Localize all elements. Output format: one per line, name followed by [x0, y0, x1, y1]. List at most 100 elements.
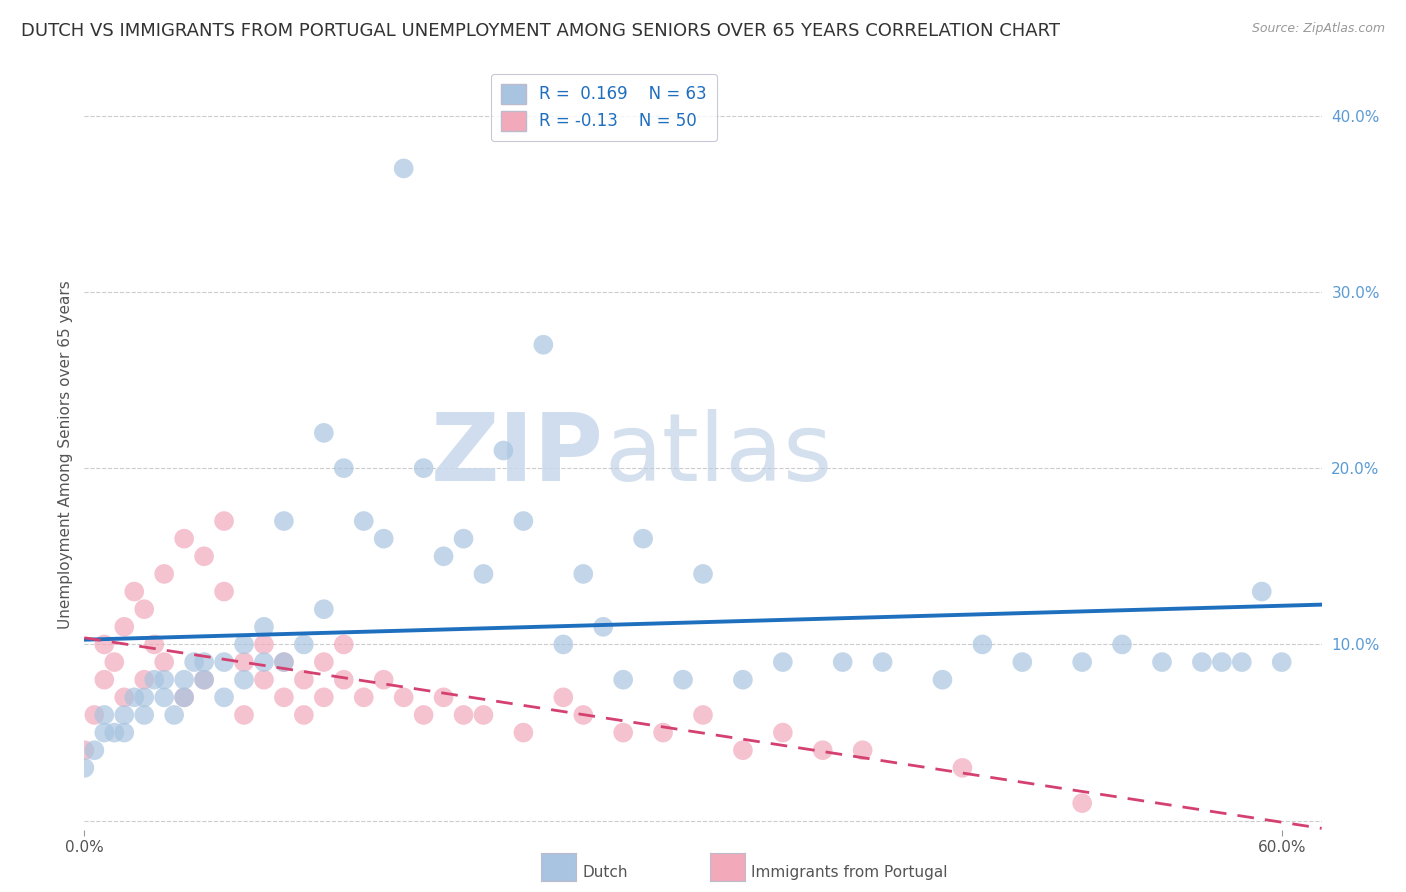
Point	[531, 337, 554, 351]
Point	[212, 690, 235, 705]
Point	[631, 532, 654, 546]
Point	[103, 725, 125, 739]
Point	[83, 708, 105, 723]
Point	[472, 708, 495, 723]
Point	[672, 673, 695, 687]
Point	[373, 673, 395, 687]
Point	[273, 655, 295, 669]
Point	[333, 673, 356, 687]
Point	[312, 655, 335, 669]
Point	[153, 673, 176, 687]
Point	[153, 655, 176, 669]
Point	[652, 725, 675, 739]
Point	[333, 637, 356, 651]
Point	[273, 655, 295, 669]
Point	[872, 655, 894, 669]
Point	[153, 690, 176, 705]
Point	[112, 690, 135, 705]
Point	[1150, 655, 1173, 669]
Point	[772, 655, 794, 669]
Point	[353, 514, 375, 528]
Point	[972, 637, 994, 651]
Point	[212, 514, 235, 528]
Point	[592, 620, 614, 634]
Point	[173, 532, 195, 546]
Point	[253, 620, 276, 634]
Point	[1230, 655, 1253, 669]
Point	[811, 743, 834, 757]
Point	[273, 514, 295, 528]
Point	[292, 637, 315, 651]
Point	[253, 655, 276, 669]
Text: Dutch: Dutch	[582, 865, 627, 880]
Point	[273, 690, 295, 705]
Text: ZIP: ZIP	[432, 409, 605, 501]
Point	[952, 761, 974, 775]
Point	[1011, 655, 1033, 669]
Point	[292, 673, 315, 687]
Point	[93, 673, 115, 687]
Point	[173, 673, 195, 687]
Y-axis label: Unemployment Among Seniors over 65 years: Unemployment Among Seniors over 65 years	[58, 281, 73, 629]
Point	[212, 584, 235, 599]
Point	[553, 637, 575, 651]
Point	[134, 602, 156, 616]
Point	[143, 637, 166, 651]
Point	[103, 655, 125, 669]
Point	[143, 673, 166, 687]
Point	[233, 637, 256, 651]
Point	[1071, 796, 1094, 810]
Point	[292, 708, 315, 723]
Text: DUTCH VS IMMIGRANTS FROM PORTUGAL UNEMPLOYMENT AMONG SENIORS OVER 65 YEARS CORRE: DUTCH VS IMMIGRANTS FROM PORTUGAL UNEMPL…	[21, 22, 1060, 40]
Point	[831, 655, 853, 669]
Point	[1211, 655, 1233, 669]
Point	[163, 708, 186, 723]
Point	[212, 655, 235, 669]
Point	[73, 743, 96, 757]
Point	[612, 673, 634, 687]
Point	[692, 708, 714, 723]
Point	[1191, 655, 1213, 669]
Point	[1271, 655, 1294, 669]
Point	[153, 566, 176, 581]
Point	[112, 620, 135, 634]
Point	[353, 690, 375, 705]
Point	[233, 655, 256, 669]
Point	[612, 725, 634, 739]
Point	[233, 708, 256, 723]
Point	[333, 461, 356, 475]
Point	[312, 690, 335, 705]
Point	[193, 549, 215, 564]
Text: atlas: atlas	[605, 409, 832, 501]
Point	[173, 690, 195, 705]
Point	[472, 566, 495, 581]
Point	[83, 743, 105, 757]
Point	[432, 549, 454, 564]
Point	[931, 673, 953, 687]
Point	[731, 743, 754, 757]
Point	[73, 761, 96, 775]
Point	[173, 690, 195, 705]
Point	[253, 637, 276, 651]
Point	[392, 690, 415, 705]
Point	[183, 655, 205, 669]
Point	[572, 708, 595, 723]
Point	[1111, 637, 1133, 651]
Point	[134, 690, 156, 705]
Point	[312, 602, 335, 616]
Point	[312, 425, 335, 440]
Point	[492, 443, 515, 458]
Point	[412, 708, 434, 723]
Point	[93, 725, 115, 739]
Point	[453, 532, 475, 546]
Point	[512, 725, 534, 739]
Point	[1250, 584, 1272, 599]
Point	[852, 743, 875, 757]
Point	[731, 673, 754, 687]
Point	[134, 708, 156, 723]
Point	[412, 461, 434, 475]
Point	[93, 708, 115, 723]
Text: Source: ZipAtlas.com: Source: ZipAtlas.com	[1251, 22, 1385, 36]
Point	[122, 584, 145, 599]
Point	[193, 673, 215, 687]
